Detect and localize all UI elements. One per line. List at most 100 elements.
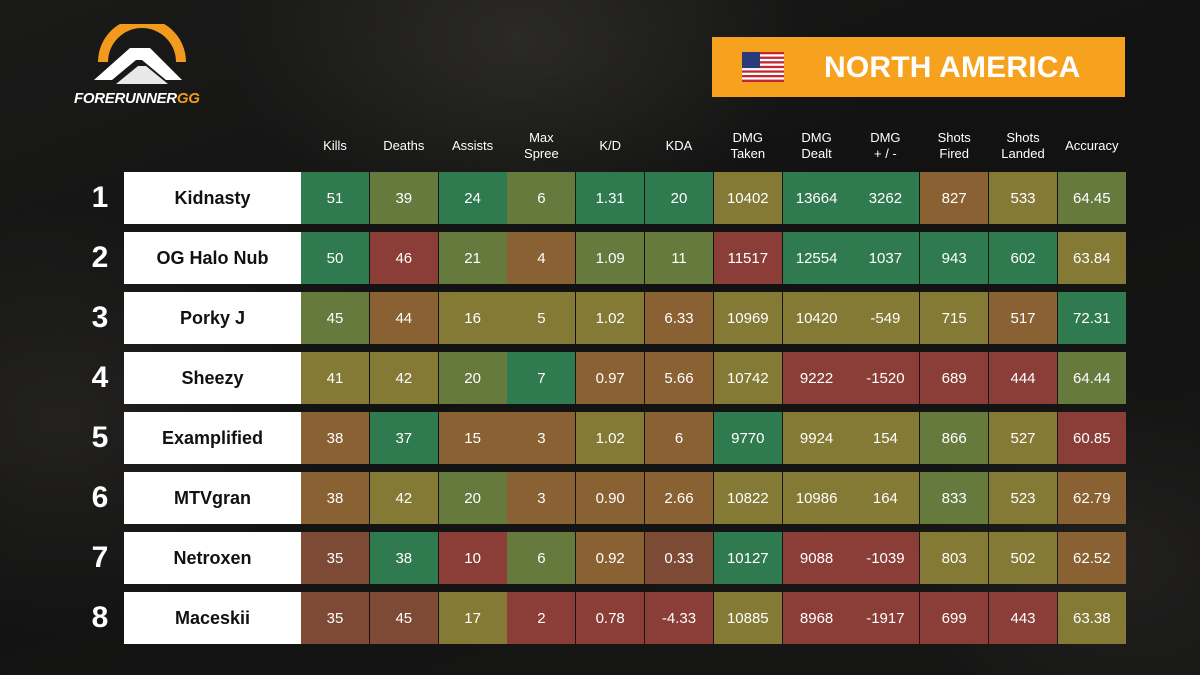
stat-cell: 10822 (713, 472, 782, 524)
stat-cell: -549 (851, 292, 920, 344)
stat-cell: 9088 (782, 532, 851, 584)
rank-number: 2 (91, 241, 109, 274)
stat-cell: 6 (645, 412, 713, 464)
stat-cell: 0.78 (576, 592, 645, 644)
stat-cell: 10127 (713, 532, 782, 584)
region-banner: NORTH AMERICA (712, 37, 1125, 97)
stat-cell: 1.31 (576, 172, 645, 224)
player-name: Porky J (124, 292, 301, 344)
stat-cell: 12554 (782, 232, 851, 284)
column-header: DMG + / - (870, 130, 901, 161)
column-header: DMG Taken (730, 130, 766, 161)
stat-cell: 11 (645, 232, 713, 284)
stat-cell: 10 (438, 532, 507, 584)
stat-cell: 0.92 (576, 532, 645, 584)
stat-cell: 0.90 (576, 472, 645, 524)
stat-cell: 60.85 (1057, 412, 1126, 464)
stat-cell: 1.02 (576, 412, 645, 464)
stat-cell: 602 (989, 232, 1057, 284)
stat-cell: 63.84 (1057, 232, 1126, 284)
logo-wordmark: FORERUNNERGG (74, 90, 224, 107)
stat-cell: 10742 (713, 352, 782, 404)
stat-cell: 41 (301, 352, 369, 404)
region-title: NORTH AMERICA (824, 51, 1081, 84)
stat-cell: 5 (507, 292, 576, 344)
forerunner-logo: FORERUNNERGG (74, 24, 224, 114)
stat-cell: 9222 (782, 352, 851, 404)
stat-cell: 2 (507, 592, 576, 644)
stat-cell: 10986 (782, 472, 851, 524)
stat-cell: 62.79 (1057, 472, 1126, 524)
stat-cell: 38 (301, 412, 369, 464)
stat-cell: 11517 (713, 232, 782, 284)
stat-cell: 699 (920, 592, 989, 644)
player-name: Kidnasty (124, 172, 301, 224)
stat-cell: 6 (507, 532, 576, 584)
rank-number: 5 (91, 421, 109, 454)
rank-number: 4 (91, 361, 109, 394)
player-name: MTVgran (124, 472, 301, 524)
stat-cell: 164 (851, 472, 920, 524)
stat-cell: 20 (438, 352, 507, 404)
stat-cell: 943 (920, 232, 989, 284)
column-header: K/D (599, 138, 622, 153)
stat-cell: 1037 (851, 232, 920, 284)
stat-cell: 517 (989, 292, 1057, 344)
player-name: Maceskii (124, 592, 301, 644)
stat-cell: 2.66 (645, 472, 713, 524)
stat-cell: 72.31 (1057, 292, 1126, 344)
stat-cell: 7 (507, 352, 576, 404)
stat-cell: 9770 (713, 412, 782, 464)
stat-cell: 42 (369, 352, 438, 404)
stat-cell: 51 (301, 172, 369, 224)
stat-cell: -1917 (851, 592, 920, 644)
stat-cell: 10969 (713, 292, 782, 344)
stat-cell: 3262 (851, 172, 920, 224)
stat-cell: 35 (301, 532, 369, 584)
column-header: Shots Fired (937, 130, 971, 161)
stat-cell: 689 (920, 352, 989, 404)
rank-number: 1 (91, 181, 109, 214)
stat-cell: 154 (851, 412, 920, 464)
player-name: Examplified (124, 412, 301, 464)
column-header: Deaths (383, 138, 425, 153)
stat-cell: 4 (507, 232, 576, 284)
stat-cell: 50 (301, 232, 369, 284)
stat-cell: 523 (989, 472, 1057, 524)
stat-cell: -1039 (851, 532, 920, 584)
stat-cell: 45 (369, 592, 438, 644)
stat-cell: 63.38 (1057, 592, 1126, 644)
stat-cell: 62.52 (1057, 532, 1126, 584)
stat-cell: 533 (989, 172, 1057, 224)
logo-text-main: FORERUNNER (74, 90, 177, 107)
stat-cell: 833 (920, 472, 989, 524)
stat-cell: 6 (507, 172, 576, 224)
rank-number: 3 (91, 301, 109, 334)
stat-cell: 35 (301, 592, 369, 644)
stat-cell: 10420 (782, 292, 851, 344)
stat-cell: 16 (438, 292, 507, 344)
stat-cell: 38 (369, 532, 438, 584)
stat-cell: -1520 (851, 352, 920, 404)
forerunner-logo-icon (94, 24, 186, 84)
stat-cell: 39 (369, 172, 438, 224)
stat-cell: 803 (920, 532, 989, 584)
column-header: Kills (323, 138, 347, 153)
stat-cell: 502 (989, 532, 1057, 584)
stat-cell: 21 (438, 232, 507, 284)
player-name: OG Halo Nub (124, 232, 301, 284)
stat-cell: 527 (989, 412, 1057, 464)
logo-text-suffix: GG (176, 90, 200, 107)
stat-cell: 24 (438, 172, 507, 224)
stat-cell: 15 (438, 412, 507, 464)
stat-cell: 46 (369, 232, 438, 284)
column-header: KDA (665, 138, 693, 153)
stat-cell: 45 (301, 292, 369, 344)
stat-cell: 1.02 (576, 292, 645, 344)
us-flag-icon (742, 52, 784, 82)
stat-cell: 10885 (713, 592, 782, 644)
stat-cell: 38 (301, 472, 369, 524)
stat-cell: 64.45 (1057, 172, 1126, 224)
stat-cell: 9924 (782, 412, 851, 464)
